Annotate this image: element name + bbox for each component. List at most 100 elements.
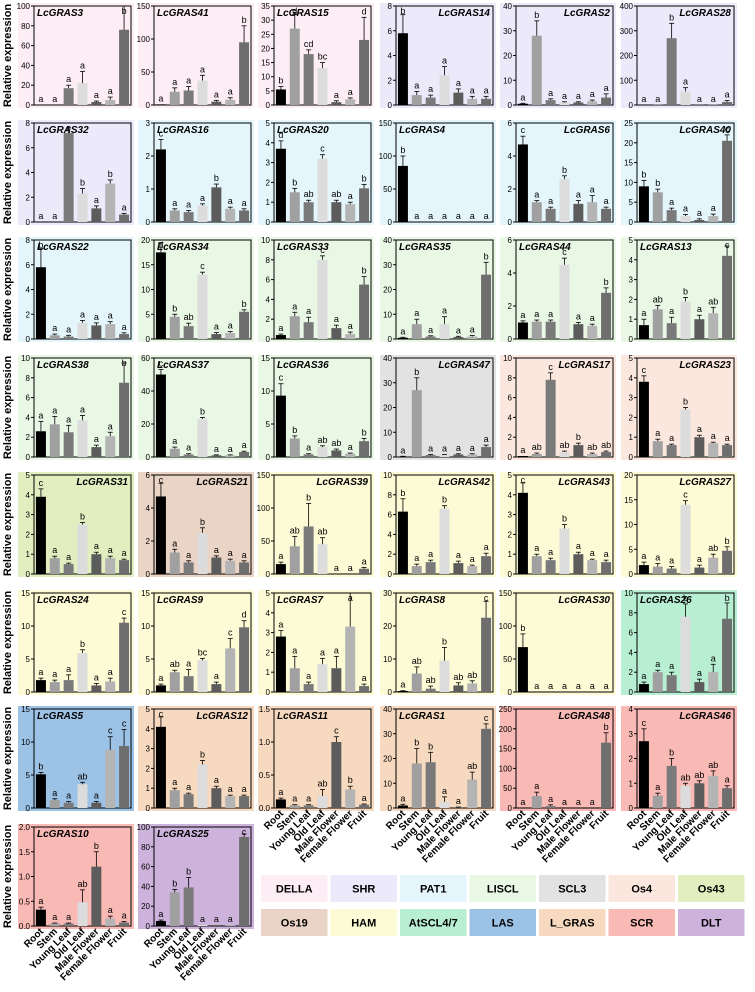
bar-stem [169, 672, 180, 692]
y-tick-label: 25 [624, 119, 633, 128]
y-tick-label: 0.0 [259, 804, 271, 813]
significance-letter: a [172, 198, 177, 208]
significance-letter: a [534, 781, 539, 791]
panel-title: LcGRAS27 [679, 477, 731, 488]
bar-old-leaf [439, 508, 450, 574]
significance-letter: a [242, 784, 247, 794]
bar-stem [169, 892, 180, 926]
significance-letter: a [470, 85, 475, 95]
bar-old-leaf [317, 158, 328, 222]
significance-letter: a [108, 667, 113, 677]
y-tick-label: 15 [261, 354, 270, 363]
bar-fruit [601, 292, 612, 339]
bar-female-flower [587, 454, 598, 457]
significance-letter: a [108, 421, 113, 431]
y-tick-label: 8 [388, 491, 393, 500]
significance-letter: a [306, 671, 311, 681]
significance-letter: a [122, 322, 127, 332]
bar-young-leaf [63, 432, 74, 457]
y-tick-label: 2 [388, 76, 393, 85]
bar-male-flower [91, 802, 102, 808]
y-tick-label: 4 [629, 648, 634, 657]
bar-root [275, 799, 286, 808]
panel-background [18, 590, 134, 695]
legend-item-os4: Os4 [608, 875, 675, 902]
significance-letter: a [470, 554, 475, 564]
panel-background [138, 824, 254, 929]
significance-letter: a [641, 551, 646, 561]
y-tick-label: 0 [508, 101, 513, 110]
y-tick-label: 80 [21, 22, 30, 31]
bar-stem [411, 95, 422, 105]
bar-stem [169, 210, 180, 222]
significance-letter: a [442, 306, 447, 316]
y-tick-label: 10 [383, 310, 392, 319]
bar-female-flower [105, 100, 116, 105]
bar-young-leaf [183, 326, 194, 339]
bar-old-leaf [680, 91, 691, 105]
bar-root [35, 774, 46, 808]
legend-label: Os4 [631, 884, 653, 896]
y-axis-label: Relative expression [2, 473, 14, 577]
y-tick-label: 1 [629, 433, 634, 442]
panel-title: LcGRAS25 [157, 829, 209, 840]
significance-letter: a [94, 672, 99, 682]
bar-young-leaf [425, 336, 436, 339]
y-tick-label: 10 [141, 622, 150, 631]
bar-old-leaf [317, 447, 328, 457]
y-tick-label: 20 [383, 286, 392, 295]
bar-old-leaf [197, 660, 208, 692]
bar-root [35, 680, 46, 692]
significance-letter: a [242, 440, 247, 450]
significance-letter: a [456, 550, 461, 560]
significance-letter: c [159, 129, 164, 139]
y-tick-label: 20 [624, 139, 633, 148]
significance-letter: b [400, 6, 405, 16]
significance-letter: b [292, 425, 297, 435]
bar-old-leaf [317, 664, 328, 692]
y-tick-label: 5 [629, 198, 634, 207]
bar-stem [289, 805, 300, 808]
panel-title: LcGRAS39 [316, 477, 368, 488]
bar-old-leaf [197, 764, 208, 808]
bar-male-flower [91, 102, 102, 105]
significance-letter: ab [708, 543, 718, 553]
significance-letter: a [66, 664, 71, 674]
panel-title: LcGRAS35 [399, 242, 451, 253]
y-tick-label: 6 [26, 144, 31, 153]
significance-letter: a [228, 444, 233, 454]
legend-swatch [469, 909, 536, 936]
y-tick-label: 0 [26, 453, 31, 462]
bar-root [517, 103, 528, 105]
bar-male-flower [694, 437, 705, 457]
significance-letter: c [521, 475, 526, 485]
bar-root [397, 337, 408, 339]
bar-fruit [601, 562, 612, 574]
bar-fruit [481, 728, 492, 808]
significance-letter: a [66, 552, 71, 562]
bar-young-leaf [425, 562, 436, 574]
significance-letter: b [400, 145, 405, 155]
significance-letter: a [576, 681, 581, 691]
bar-female-flower [225, 208, 236, 222]
panel-title: LcGRAS4 [399, 125, 446, 136]
significance-letter: ab [467, 761, 477, 771]
bar-male-flower [331, 668, 342, 692]
significance-letter: c [548, 362, 553, 372]
significance-letter: a [228, 914, 233, 924]
significance-letter: a [66, 912, 71, 922]
y-tick-label: 5 [146, 310, 151, 319]
significance-letter: a [214, 671, 219, 681]
significance-letter: a [52, 788, 57, 798]
bar-fruit [239, 210, 250, 222]
y-tick-label: 1 [26, 550, 31, 559]
legend-swatch [330, 909, 397, 936]
panel-title: LcGRAS12 [196, 711, 248, 722]
bar-female-flower [105, 436, 116, 457]
